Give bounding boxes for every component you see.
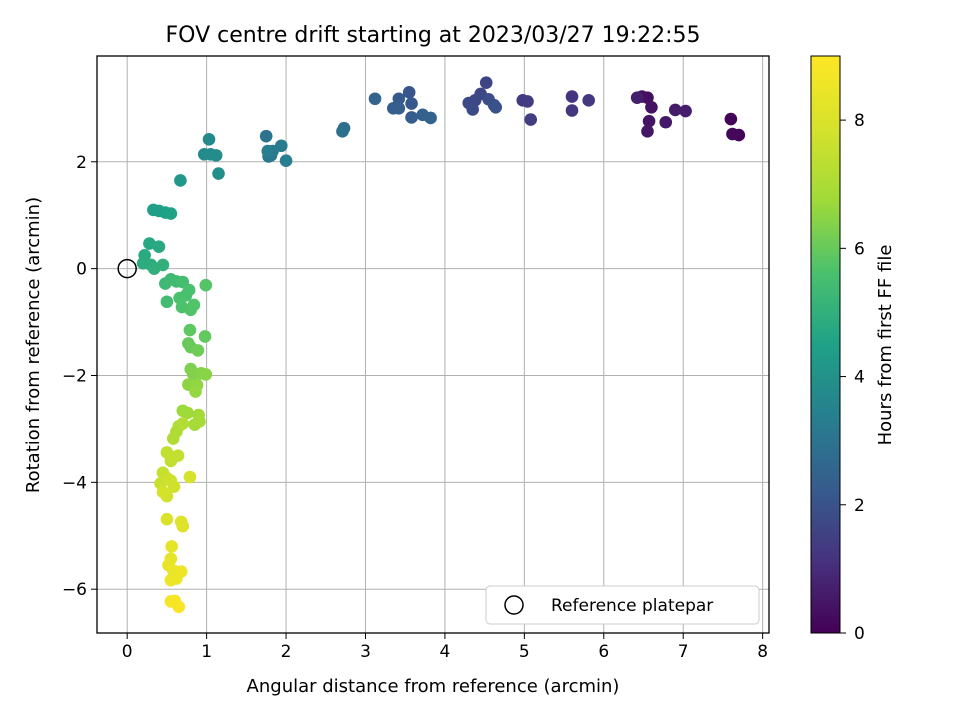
- data-point: [160, 512, 174, 526]
- data-point: [724, 112, 738, 126]
- data-point: [199, 368, 213, 381]
- data-point: [183, 470, 197, 484]
- data-point: [187, 298, 201, 312]
- data-point: [642, 114, 656, 128]
- data-point: [392, 92, 406, 106]
- y-axis-ticks: −6 −4 −2 0 2: [62, 153, 97, 600]
- data-point: [659, 115, 673, 129]
- data-point: [261, 144, 275, 158]
- data-point: [172, 600, 186, 614]
- data-point: [212, 167, 225, 180]
- y-axis-label: Rotation from reference (arcmin): [23, 197, 44, 493]
- data-point: [368, 92, 382, 106]
- data-point: [174, 174, 187, 187]
- colorbar-tick-label: 0: [854, 624, 865, 644]
- x-tick-label: 2: [281, 642, 292, 662]
- data-point: [171, 449, 185, 462]
- colorbar: 0 2 4 6 8 Hours from first FF file: [810, 55, 896, 644]
- data-point: [641, 125, 654, 138]
- data-point: [176, 519, 190, 533]
- legend-label: Reference platepar: [551, 596, 713, 616]
- colorbar-tick-label: 6: [854, 239, 865, 259]
- chart-title: FOV centre drift starting at 2023/03/27 …: [166, 23, 701, 48]
- plot-frame: [96, 55, 770, 634]
- data-point: [183, 323, 197, 337]
- data-point: [336, 125, 349, 138]
- data-point: [582, 94, 595, 107]
- x-tick-label: 5: [519, 642, 530, 662]
- data-point: [274, 139, 288, 153]
- data-point: [392, 102, 406, 115]
- data-point: [259, 129, 273, 143]
- data-point: [166, 432, 180, 445]
- data-point: [189, 385, 202, 398]
- legend-box: [485, 585, 760, 625]
- colorbar-gradient: [810, 55, 841, 634]
- data-point: [160, 295, 174, 309]
- data-point: [198, 330, 212, 343]
- data-point: [726, 127, 739, 141]
- data-point: [479, 76, 493, 90]
- data-point: [424, 111, 437, 125]
- scatter-points: [136, 76, 746, 614]
- colorbar-tick-label: 2: [854, 496, 865, 516]
- data-point: [167, 480, 181, 493]
- data-point: [174, 565, 188, 578]
- x-tick-label: 0: [122, 642, 133, 662]
- legend-marker-icon: [504, 595, 524, 615]
- data-point: [521, 95, 534, 108]
- data-point: [645, 100, 658, 114]
- legend: Reference platepar: [485, 585, 760, 625]
- y-tick-label: −4: [62, 473, 87, 493]
- data-point: [176, 417, 190, 430]
- colorbar-tick-label: 4: [854, 368, 865, 388]
- data-point: [466, 103, 480, 116]
- y-tick-label: −6: [62, 580, 87, 600]
- data-point: [630, 91, 644, 104]
- y-tick-label: 2: [76, 153, 87, 173]
- x-axis-ticks: 0 1 2 3 4 5 6 7 8: [122, 633, 768, 662]
- x-tick-label: 3: [360, 642, 371, 662]
- x-axis-label: Angular distance from reference (arcmin): [247, 676, 620, 697]
- data-point: [524, 113, 538, 126]
- data-point: [679, 104, 692, 118]
- data-point: [402, 86, 416, 99]
- x-tick-label: 4: [440, 642, 451, 662]
- data-point: [199, 278, 213, 292]
- reference-marker: [117, 258, 137, 279]
- data-point: [279, 154, 293, 168]
- data-point: [565, 90, 579, 103]
- x-tick-label: 1: [201, 642, 212, 662]
- colorbar-ticks: 0 2 4 6 8: [840, 111, 865, 644]
- data-point: [202, 133, 216, 146]
- colorbar-tick-label: 8: [854, 111, 865, 131]
- data-point: [156, 258, 170, 272]
- data-point: [152, 240, 166, 254]
- data-point: [193, 415, 206, 428]
- data-point: [668, 103, 682, 117]
- data-point: [156, 485, 170, 499]
- colorbar-label: Hours from first FF file: [875, 245, 896, 446]
- x-tick-label: 8: [757, 642, 768, 662]
- y-tick-label: 0: [76, 260, 87, 280]
- data-point: [489, 100, 503, 114]
- x-tick-label: 7: [678, 642, 689, 662]
- data-point: [405, 111, 418, 124]
- data-point: [143, 237, 156, 250]
- data-point: [164, 207, 178, 220]
- data-point: [405, 97, 418, 110]
- data-point: [182, 283, 196, 297]
- data-point: [165, 540, 178, 553]
- data-point: [209, 149, 223, 162]
- data-point: [565, 104, 579, 117]
- data-point: [191, 344, 205, 357]
- data-point: [181, 406, 194, 420]
- y-tick-label: −2: [62, 366, 87, 386]
- x-tick-label: 6: [598, 642, 609, 662]
